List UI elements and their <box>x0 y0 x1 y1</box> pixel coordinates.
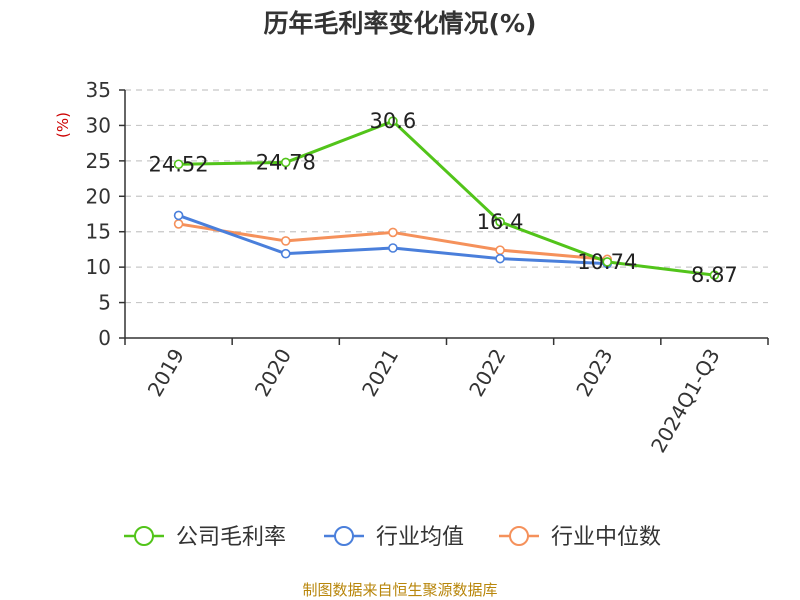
data-point <box>173 210 184 221</box>
data-point <box>280 248 291 259</box>
series-line-0 <box>178 119 715 277</box>
data-point <box>495 216 505 227</box>
legend-marker <box>134 526 154 546</box>
series-line-1 <box>178 214 608 266</box>
y-tick-label: 25 <box>86 149 111 173</box>
y-tick-label: 5 <box>98 291 111 315</box>
legend-marker <box>334 526 354 546</box>
data-point <box>495 245 505 255</box>
data-label: 30.6 <box>370 109 417 133</box>
chart-title: 历年毛利率变化情况(%) <box>264 9 537 38</box>
data-point <box>280 236 291 246</box>
data-label: 24.52 <box>149 152 209 176</box>
x-tick-label: 2022 <box>464 345 510 401</box>
y-tick-label: 10 <box>86 255 111 279</box>
data-label: 10.74 <box>577 250 637 274</box>
data-point <box>709 270 720 280</box>
data-point <box>388 243 398 253</box>
data-labels: 24.52 24.78 30.6 16.4 10.74 8.87 <box>149 109 738 287</box>
data-point <box>602 257 613 267</box>
x-tick-label: 2021 <box>357 345 403 401</box>
legend-label: 行业均值 <box>376 525 464 550</box>
x-tick-label: 2020 <box>250 345 296 401</box>
data-point <box>388 116 398 126</box>
legend: 公司毛利率 行业均值 行业中位数 <box>124 525 661 550</box>
y-tick-label: 30 <box>86 113 111 137</box>
data-label: 8.87 <box>691 263 738 287</box>
legend-label: 公司毛利率 <box>176 525 286 550</box>
source-note: 制图数据来自恒生聚源数据库 <box>302 581 497 599</box>
y-tick-label: 20 <box>86 184 111 208</box>
x-tick-label: 2019 <box>143 345 189 401</box>
data-point <box>388 227 398 238</box>
grid-lines <box>125 89 768 304</box>
data-point <box>280 157 291 168</box>
data-point <box>173 219 184 229</box>
data-label: 16.4 <box>477 210 524 234</box>
y-tick-label: 15 <box>86 220 111 244</box>
data-point <box>495 253 505 264</box>
series-lines <box>173 116 720 280</box>
legend-marker <box>509 526 529 546</box>
y-tick-label: 0 <box>98 326 111 350</box>
data-label: 24.78 <box>256 150 316 174</box>
x-tick-label: 2024Q1-Q3 <box>646 345 725 457</box>
data-point <box>173 159 184 170</box>
legend-label: 行业中位数 <box>551 525 661 550</box>
y-axis-unit-label: (%) <box>54 112 72 138</box>
y-tick-label: 35 <box>86 78 111 102</box>
x-tick-label: 2023 <box>571 345 617 401</box>
